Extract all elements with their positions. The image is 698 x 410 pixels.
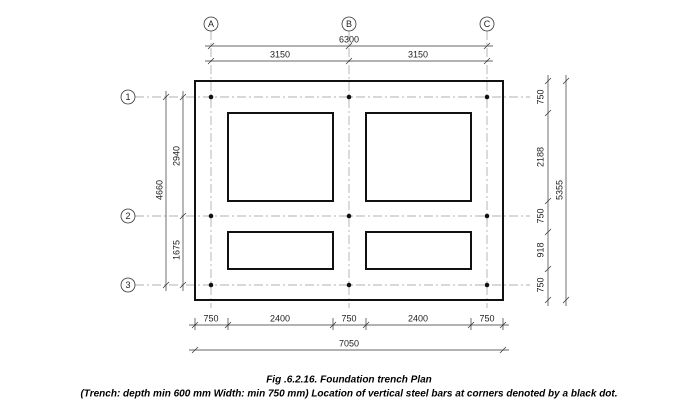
dim-label: 750	[479, 313, 494, 323]
dim-label: 2940	[171, 146, 181, 166]
dim-tick	[562, 296, 570, 304]
dim-label: 2188	[535, 147, 545, 167]
dim-tick	[499, 346, 507, 354]
dim-tick	[191, 346, 199, 354]
dim-tick	[207, 57, 215, 65]
dim-label: 750	[535, 208, 545, 223]
dim-tick	[345, 42, 353, 50]
dim-tick	[483, 42, 491, 50]
dim-tick	[483, 57, 491, 65]
dim-label: 750	[341, 313, 356, 323]
grid-label: C	[484, 19, 491, 29]
dim-label: 2400	[270, 313, 290, 323]
dim-label: 750	[203, 313, 218, 323]
steel-bar-dot	[484, 282, 490, 288]
dim-tick	[207, 42, 215, 50]
steel-bar-dot	[208, 94, 214, 100]
dim-label: 3150	[270, 49, 290, 59]
steel-bar-dot	[208, 282, 214, 288]
dim-label: 5355	[554, 180, 564, 200]
steel-bar-dot	[346, 282, 352, 288]
dim-tick	[544, 296, 552, 304]
dim-label: 3150	[408, 49, 428, 59]
dim-label: 2400	[408, 313, 428, 323]
dim-tick	[162, 93, 170, 101]
grid-label: 2	[125, 211, 130, 221]
steel-bar-dot	[346, 213, 352, 219]
caption-title: Fig .6.2.16. Foundation trench Plan	[266, 375, 432, 386]
dim-tick	[162, 281, 170, 289]
dim-tick	[544, 109, 552, 117]
dim-label: 1675	[171, 240, 181, 260]
dim-label: 750	[535, 277, 545, 292]
dim-label: 750	[535, 89, 545, 104]
dim-label: 4660	[154, 180, 164, 200]
steel-bar-dot	[346, 94, 352, 100]
dim-tick	[544, 228, 552, 236]
dim-tick	[544, 197, 552, 205]
caption-note: (Trench: depth min 600 mm Width: min 750…	[80, 389, 617, 400]
dim-tick	[544, 77, 552, 85]
foundation-walls	[194, 80, 504, 301]
steel-bar-dot	[484, 213, 490, 219]
steel-bar-dot	[208, 213, 214, 219]
dim-tick	[179, 281, 187, 289]
grid-label: B	[346, 19, 352, 29]
dim-tick	[179, 212, 187, 220]
dim-tick	[562, 77, 570, 85]
grid-label: 3	[125, 280, 130, 290]
dimension-texts: 6300 3150 3150 750 2400 750 2400 750 705…	[154, 34, 564, 348]
dim-label: 6300	[339, 34, 359, 44]
dimension-lines	[162, 42, 570, 354]
steel-bar-dot	[484, 94, 490, 100]
grid-bubbles: A B C 1 2 3	[120, 16, 495, 293]
dim-tick	[179, 93, 187, 101]
dim-tick	[345, 57, 353, 65]
grid-label: 1	[125, 92, 130, 102]
dim-label: 918	[535, 242, 545, 257]
grid-label: A	[208, 19, 214, 29]
steel-bar-dots	[208, 94, 490, 288]
dim-tick	[544, 265, 552, 273]
grid-lines	[135, 31, 530, 308]
dim-label: 7050	[339, 338, 359, 348]
